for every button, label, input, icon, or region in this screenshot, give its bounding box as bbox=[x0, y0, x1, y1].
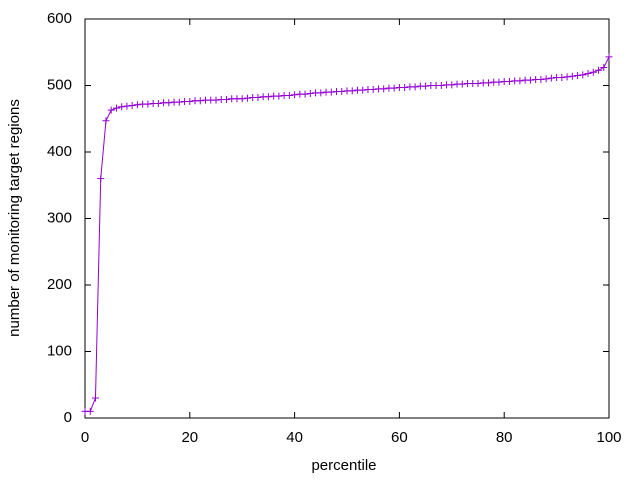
point-marker bbox=[175, 98, 183, 106]
point-marker bbox=[390, 84, 398, 92]
x-tick-label: 80 bbox=[496, 429, 513, 446]
point-marker bbox=[91, 394, 99, 402]
point-marker bbox=[222, 95, 230, 103]
y-tick-label: 400 bbox=[47, 143, 72, 160]
point-marker bbox=[154, 99, 162, 107]
point-marker bbox=[359, 86, 367, 94]
point-marker bbox=[579, 71, 587, 79]
point-marker bbox=[301, 90, 309, 98]
point-marker bbox=[254, 93, 262, 101]
point-marker bbox=[505, 78, 513, 86]
point-marker bbox=[437, 82, 445, 89]
point-marker bbox=[238, 95, 246, 103]
point-marker bbox=[380, 85, 388, 93]
y-tick-label: 200 bbox=[47, 276, 72, 293]
point-marker bbox=[97, 175, 105, 183]
data-line bbox=[85, 56, 610, 412]
point-marker bbox=[589, 68, 597, 76]
x-axis-label: percentile bbox=[311, 457, 376, 474]
point-marker bbox=[584, 70, 592, 78]
point-marker bbox=[542, 75, 550, 83]
point-marker bbox=[102, 117, 110, 125]
point-marker bbox=[107, 106, 115, 114]
point-marker bbox=[458, 80, 466, 88]
point-marker bbox=[264, 93, 272, 101]
x-tick-label: 40 bbox=[286, 429, 303, 446]
point-marker bbox=[123, 102, 131, 110]
point-marker bbox=[86, 407, 94, 415]
point-marker bbox=[112, 104, 120, 112]
point-marker bbox=[411, 83, 419, 91]
point-marker bbox=[118, 103, 126, 111]
x-tick-label: 0 bbox=[81, 429, 89, 446]
point-marker bbox=[348, 87, 356, 95]
point-marker bbox=[186, 97, 194, 105]
point-marker bbox=[196, 97, 204, 105]
point-marker bbox=[317, 89, 325, 97]
y-tick-label: 0 bbox=[64, 409, 72, 426]
point-marker bbox=[369, 85, 377, 93]
point-marker bbox=[558, 74, 566, 82]
point-marker bbox=[212, 96, 220, 104]
point-marker bbox=[133, 101, 141, 109]
point-marker bbox=[526, 76, 534, 84]
y-tick-label: 500 bbox=[47, 76, 72, 93]
point-marker bbox=[448, 81, 456, 89]
point-marker bbox=[574, 72, 582, 80]
x-tick-label: 20 bbox=[181, 429, 198, 446]
point-marker bbox=[327, 88, 335, 96]
point-marker bbox=[165, 99, 173, 107]
point-marker bbox=[144, 100, 152, 108]
point-marker bbox=[474, 80, 482, 88]
point-marker bbox=[128, 101, 136, 109]
y-axis-label: number of monitoring target regions bbox=[6, 99, 23, 337]
point-marker bbox=[605, 53, 613, 61]
point-marker bbox=[547, 74, 555, 82]
point-marker bbox=[600, 64, 608, 72]
x-tick-label: 60 bbox=[391, 429, 408, 446]
point-marker bbox=[422, 82, 430, 90]
point-marker bbox=[537, 76, 545, 84]
point-marker bbox=[484, 79, 492, 87]
point-marker bbox=[401, 83, 409, 91]
x-tick-label: 100 bbox=[596, 429, 621, 446]
point-marker bbox=[516, 77, 524, 85]
point-marker bbox=[338, 87, 346, 95]
point-marker bbox=[285, 91, 293, 99]
y-tick-label: 600 bbox=[47, 10, 72, 27]
point-marker bbox=[495, 78, 503, 86]
point-marker bbox=[595, 66, 603, 74]
y-tick-label: 300 bbox=[47, 209, 72, 226]
y-tick-label: 100 bbox=[47, 342, 72, 359]
point-marker bbox=[306, 89, 314, 97]
point-marker bbox=[291, 91, 299, 99]
point-marker bbox=[568, 72, 576, 80]
point-marker bbox=[563, 73, 571, 81]
point-marker bbox=[243, 94, 251, 102]
point-marker bbox=[275, 92, 283, 100]
